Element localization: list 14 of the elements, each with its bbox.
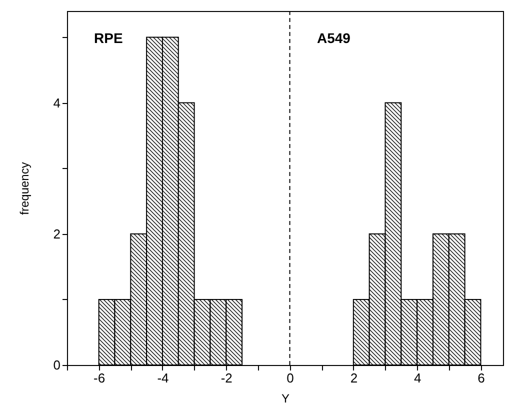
x-tick-label: -6 (94, 370, 106, 386)
x-tick-label: -2 (220, 370, 232, 386)
x-tick-label: 2 (350, 370, 358, 386)
x-tick-label: 4 (414, 370, 422, 386)
annotation: RPE (94, 30, 123, 46)
y-tick-label: 4 (53, 95, 60, 110)
x-tick-label: -4 (157, 370, 169, 386)
annotation: A549 (317, 30, 351, 46)
y-tick-label: 0 (53, 358, 60, 372)
x-tick-label: 0 (286, 370, 294, 386)
x-tick-label: 6 (478, 370, 485, 386)
x-axis-title: Y (281, 392, 290, 406)
y-axis-title: frequency (17, 162, 32, 215)
y-tick-label: 2 (53, 226, 60, 242)
